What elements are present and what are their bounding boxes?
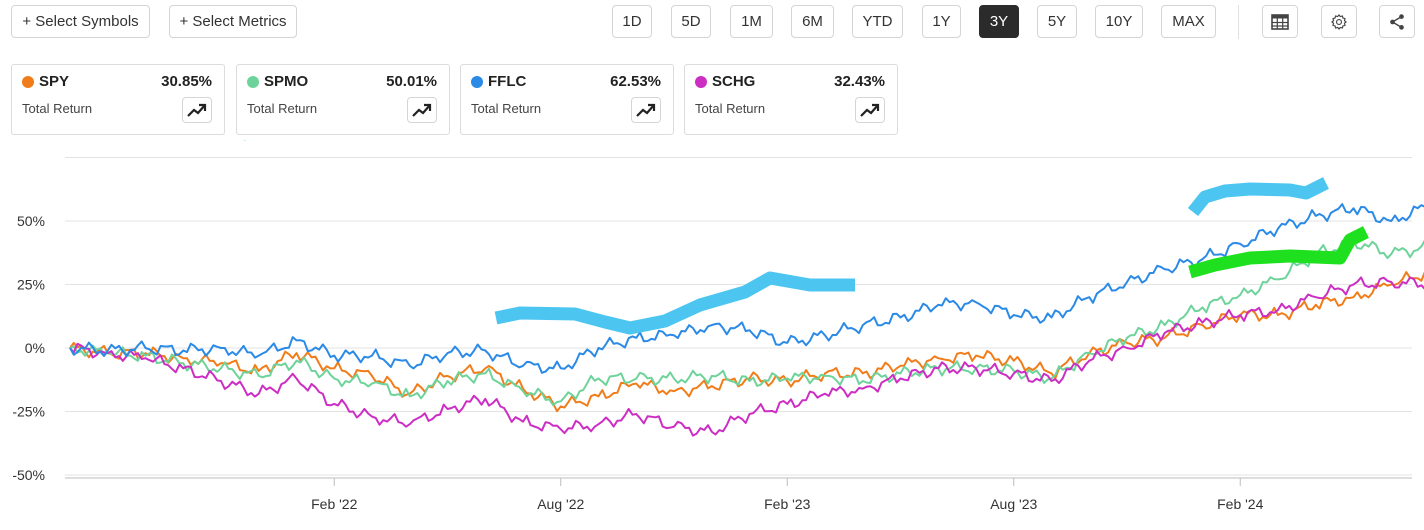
settings-button[interactable]	[1321, 5, 1357, 38]
x-tick-label: Feb '24	[1217, 496, 1263, 512]
y-tick-label: -50%	[12, 467, 45, 483]
select-symbols-button[interactable]: + Select Symbols	[11, 5, 150, 38]
range-button-10y[interactable]: 10Y	[1095, 5, 1143, 38]
cyan-highlight-mid	[494, 271, 855, 335]
y-axis: 50% 25% 0% -25% -50%	[12, 213, 45, 483]
symbol-card-schg[interactable]: SCHG 32.43% Total Return	[684, 64, 898, 135]
total-return-value: 50.01%	[386, 73, 437, 90]
metric-label: Total Return	[22, 101, 93, 116]
metric-label: Total Return	[695, 101, 766, 116]
highlighter-annotations	[243, 140, 1369, 335]
range-button-3y[interactable]: 3Y	[979, 5, 1019, 38]
symbol-name: SPMO	[264, 73, 309, 90]
series-line-spmo	[69, 238, 1424, 407]
toolbar-divider	[1238, 5, 1239, 39]
trend-button[interactable]	[407, 97, 437, 123]
trend-button[interactable]	[182, 97, 212, 123]
green-highlight-chart	[1188, 226, 1369, 279]
trend-up-icon	[636, 103, 656, 117]
series-line-spy	[69, 271, 1424, 413]
total-return-value: 32.43%	[834, 73, 885, 90]
cyan-highlight-upper	[1187, 177, 1329, 217]
trend-up-icon	[187, 103, 207, 117]
series-line-fflc	[69, 203, 1424, 374]
y-tick-label: 25%	[17, 277, 45, 293]
y-tick-label: 0%	[25, 340, 45, 356]
x-tick-label: Feb '23	[764, 496, 810, 512]
range-button-6m[interactable]: 6M	[791, 5, 834, 38]
symbol-name: FFLC	[488, 73, 527, 90]
symbol-name: SPY	[39, 73, 70, 90]
range-button-max[interactable]: MAX	[1161, 5, 1216, 38]
grid	[65, 157, 1412, 479]
select-metrics-button[interactable]: + Select Metrics	[169, 5, 297, 38]
x-tick-label: Aug '23	[990, 496, 1037, 512]
total-return-value: 62.53%	[610, 73, 661, 90]
gear-icon	[1331, 13, 1347, 30]
series-color-dot	[471, 76, 483, 88]
range-button-1y[interactable]: 1Y	[922, 5, 961, 38]
trend-button[interactable]	[855, 97, 885, 123]
trend-up-icon	[860, 103, 880, 117]
total-return-value: 30.85%	[161, 73, 212, 90]
metric-label: Total Return	[247, 101, 318, 116]
x-tick-label: Aug '22	[537, 496, 584, 512]
trend-up-icon	[412, 103, 432, 117]
symbol-card-spmo[interactable]: SPMO 50.01% Total Return	[236, 64, 450, 135]
x-tick-label: Feb '22	[311, 496, 357, 512]
symbol-name: SCHG	[712, 73, 756, 90]
range-button-1m[interactable]: 1M	[730, 5, 773, 38]
series-color-dot	[695, 76, 707, 88]
series-color-dot	[247, 76, 259, 88]
share-icon	[1390, 13, 1404, 30]
range-button-5y[interactable]: 5Y	[1037, 5, 1077, 38]
table-view-button[interactable]	[1262, 5, 1298, 38]
series-lines	[69, 203, 1424, 437]
range-button-5d[interactable]: 5D	[671, 5, 711, 38]
series-line-schg	[69, 276, 1424, 437]
range-button-ytd[interactable]: YTD	[852, 5, 903, 38]
metric-label: Total Return	[471, 101, 542, 116]
share-button[interactable]	[1379, 5, 1415, 38]
y-tick-label: 50%	[17, 213, 45, 229]
y-tick-label: -25%	[12, 404, 45, 420]
total-return-chart[interactable]: 50% 25% 0% -25% -50% Feb '22 Aug '22 Feb '23 Au…	[0, 140, 1424, 530]
symbol-card-spy[interactable]: SPY 30.85% Total Return	[11, 64, 225, 135]
table-icon	[1271, 13, 1289, 30]
symbol-card-fflc[interactable]: FFLC 62.53% Total Return	[460, 64, 674, 135]
range-button-1d[interactable]: 1D	[612, 5, 652, 38]
series-color-dot	[22, 76, 34, 88]
trend-button[interactable]	[631, 97, 661, 123]
